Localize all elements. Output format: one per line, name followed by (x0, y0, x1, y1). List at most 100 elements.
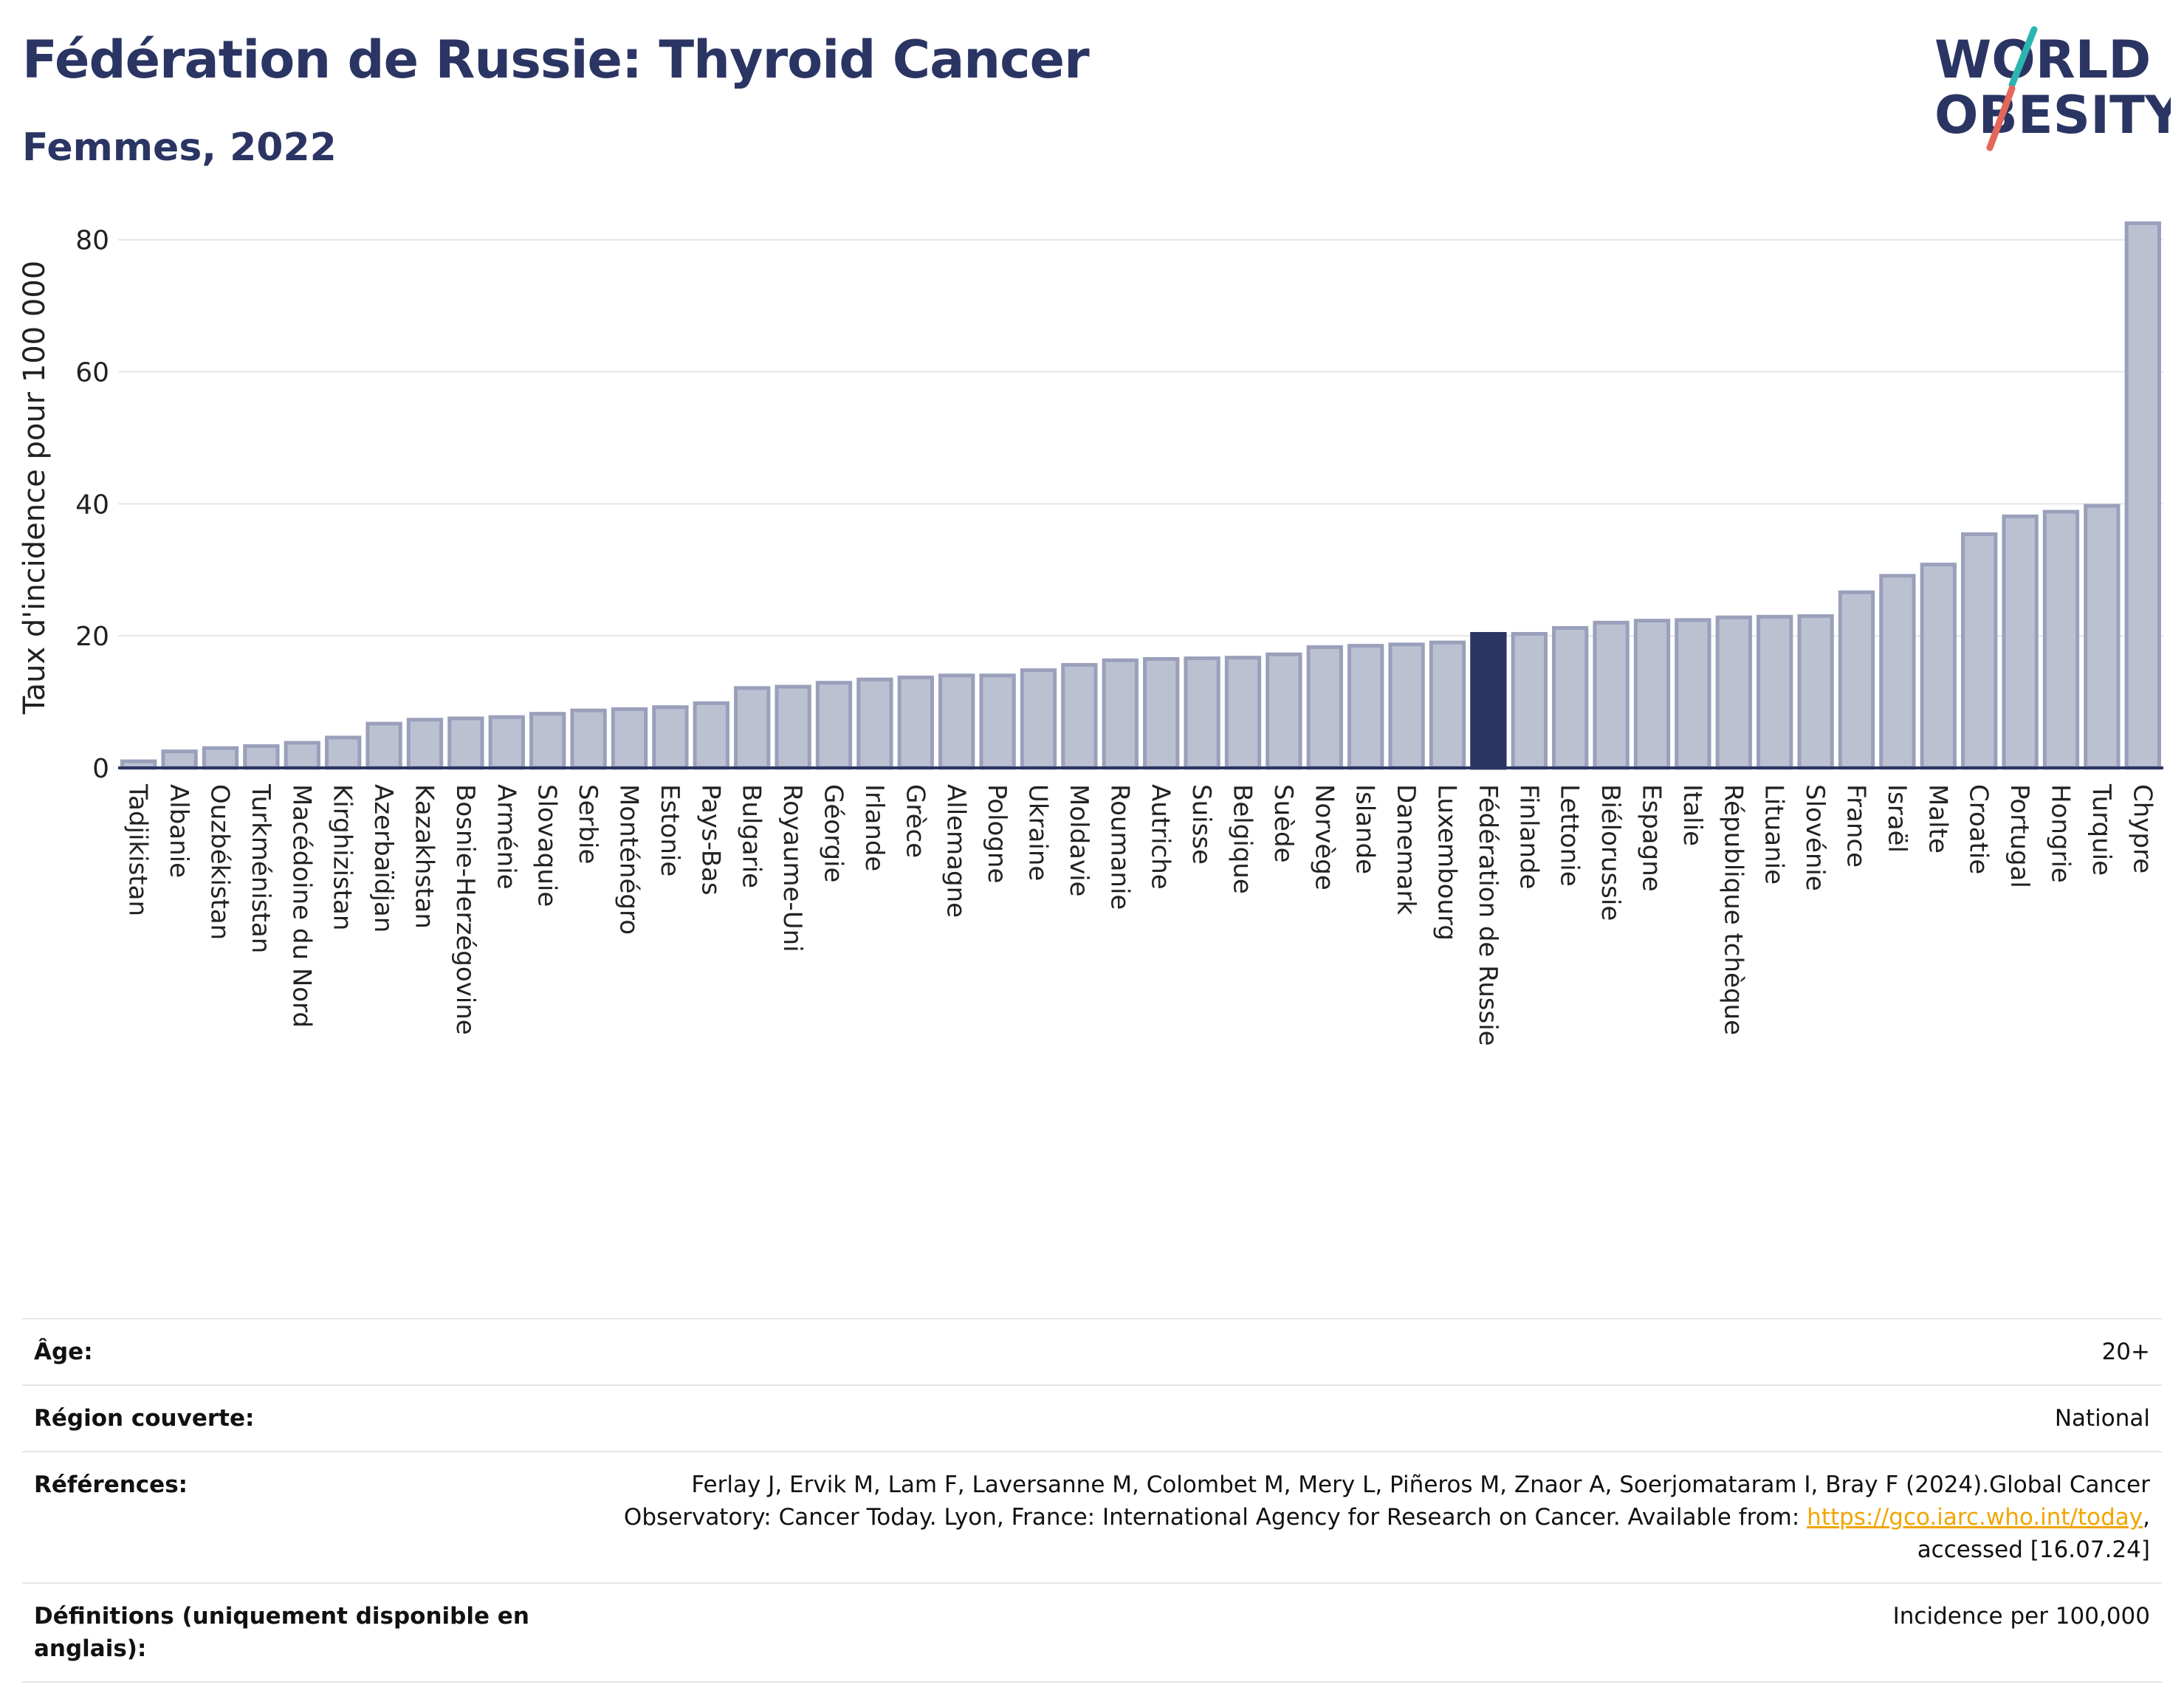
x-tick-label: Géorgie (819, 784, 848, 882)
bars (118, 221, 2163, 770)
x-tick-label: Suisse (1187, 784, 1216, 865)
bar (1266, 652, 1302, 770)
bar (856, 677, 893, 770)
x-tick-label: Azerbaïdjan (368, 784, 398, 933)
x-tick-label: Italie (1678, 784, 1707, 846)
bar (775, 684, 811, 770)
y-tick-label: 20 (75, 622, 109, 652)
page-title: Fédération de Russie: Thyroid Cancer (22, 30, 1090, 90)
bar (1143, 656, 1180, 770)
x-tick-label: Ukraine (1023, 784, 1053, 881)
x-tick-label: Portugal (2005, 784, 2034, 888)
x-tick-label: Israël (1882, 784, 1912, 853)
x-tick-label: Bulgarie (737, 784, 766, 888)
x-tick-label: Norvège (1309, 784, 1339, 890)
y-tick-label: 0 (92, 754, 109, 784)
meta-value: Ferlay J, Ervik M, Lam F, Laversanne M, … (563, 1469, 2150, 1566)
meta-value: Incidence per 100,000 (1892, 1603, 2150, 1630)
x-tick-label: Slovaquie (532, 784, 562, 907)
x-tick-label: Ouzbékistan (205, 784, 235, 940)
bar (1102, 658, 1139, 770)
x-tick-label: Finlande (1514, 784, 1543, 889)
bar (815, 681, 853, 770)
bar (1797, 614, 1834, 770)
meta-label: Âge: (34, 1339, 93, 1365)
bar (284, 741, 320, 770)
metadata-table: Âge: 20+ Région couverte: National Référ… (22, 1318, 2162, 1683)
x-tick-label: Turquie (2087, 783, 2116, 876)
bar (243, 744, 280, 770)
x-tick-label: Lettonie (1555, 784, 1584, 887)
bar (938, 673, 975, 770)
x-tick-label: Hongrie (2046, 784, 2075, 883)
y-axis-label: Taux d'incidence pour 100 000 (18, 261, 52, 715)
x-tick-label: Biélorussie (1596, 784, 1625, 921)
x-tick-label: Arménie (491, 784, 521, 890)
bar (1757, 614, 1793, 770)
x-tick-label: Bosnie-Herzégovine (450, 784, 480, 1035)
bar (1593, 620, 1630, 770)
logo-line2: OBESITY (1934, 85, 2171, 145)
x-tick-labels: Tadjikistan Albanie Ouzbékistan Turkménista… (123, 783, 2157, 1046)
y-tick-label: 40 (75, 490, 109, 520)
x-tick-label: Autriche (1146, 784, 1175, 890)
world-obesity-logo: WORLD OBESITY (1934, 26, 2171, 151)
bar (1675, 618, 1711, 770)
x-tick-label: République tchèque (1718, 784, 1748, 1035)
meta-row-definitions: Définitions (uniquement disponible en an… (22, 1582, 2162, 1683)
x-tick-label: France (1841, 784, 1871, 868)
bar (406, 718, 444, 770)
bar (202, 746, 239, 770)
bar (1920, 563, 1957, 770)
bar (693, 701, 729, 770)
x-tick-label: Suède (1268, 784, 1298, 863)
x-tick-label: Grèce (900, 784, 930, 858)
bar (529, 712, 566, 770)
reference-suffix: , accessed [16.07.24] (1917, 1504, 2150, 1563)
x-tick-label: Serbie (573, 784, 602, 864)
logo-slash-red (1986, 85, 2016, 151)
bar (161, 749, 198, 770)
meta-value: National (2054, 1405, 2150, 1432)
x-tick-label: Allemagne (941, 784, 971, 918)
bar (2042, 509, 2080, 770)
y-tick-labels: 0 20 40 60 80 (75, 226, 109, 784)
bar (2084, 504, 2121, 770)
bar (1224, 656, 1262, 770)
x-tick-label: Irlande (859, 784, 889, 871)
x-tick-label: Kazakhstan (410, 784, 439, 929)
x-tick-label: Monténégro (614, 784, 644, 935)
bar (2002, 514, 2039, 770)
bar (1715, 615, 1752, 770)
page-subtitle: Femmes, 2022 (22, 126, 337, 170)
x-tick-label: Pays-Bas (696, 784, 725, 896)
bar (1184, 656, 1220, 770)
meta-value: 20+ (2101, 1339, 2150, 1365)
reference-text: Ferlay J, Ervik M, Lam F, Laversanne M, … (623, 1472, 2150, 1531)
x-tick-label: Estonie (655, 784, 684, 876)
bar (1388, 642, 1425, 770)
logo-line1: WORLD (1934, 30, 2151, 90)
x-tick-label: Croatie (1964, 784, 1994, 874)
meta-label: Définitions (uniquement disponible en an… (34, 1603, 529, 1662)
y-tick-label: 80 (75, 226, 109, 256)
bar (1020, 668, 1057, 770)
x-tick-label: Fédération de Russie (1473, 784, 1503, 1046)
x-tick-label: Kirghizistan (328, 784, 357, 930)
meta-row-region: Région couverte: National (22, 1384, 2162, 1451)
bar (1511, 631, 1548, 770)
bar (488, 715, 525, 770)
reference-link[interactable]: https://gco.iarc.who.int/today (1807, 1504, 2143, 1531)
meta-label: Références: (34, 1472, 188, 1498)
x-tick-label: Espagne (1637, 784, 1666, 892)
x-tick-label: Islande (1350, 784, 1380, 874)
meta-label: Région couverte: (34, 1405, 255, 1432)
bar (1961, 532, 1998, 770)
bar (734, 686, 771, 770)
x-tick-label: Lituanie (1759, 784, 1789, 885)
x-tick-label: Albanie (164, 784, 193, 878)
bar (611, 707, 648, 770)
x-tick-label: Pologne (982, 784, 1012, 883)
bar (1838, 590, 1875, 770)
